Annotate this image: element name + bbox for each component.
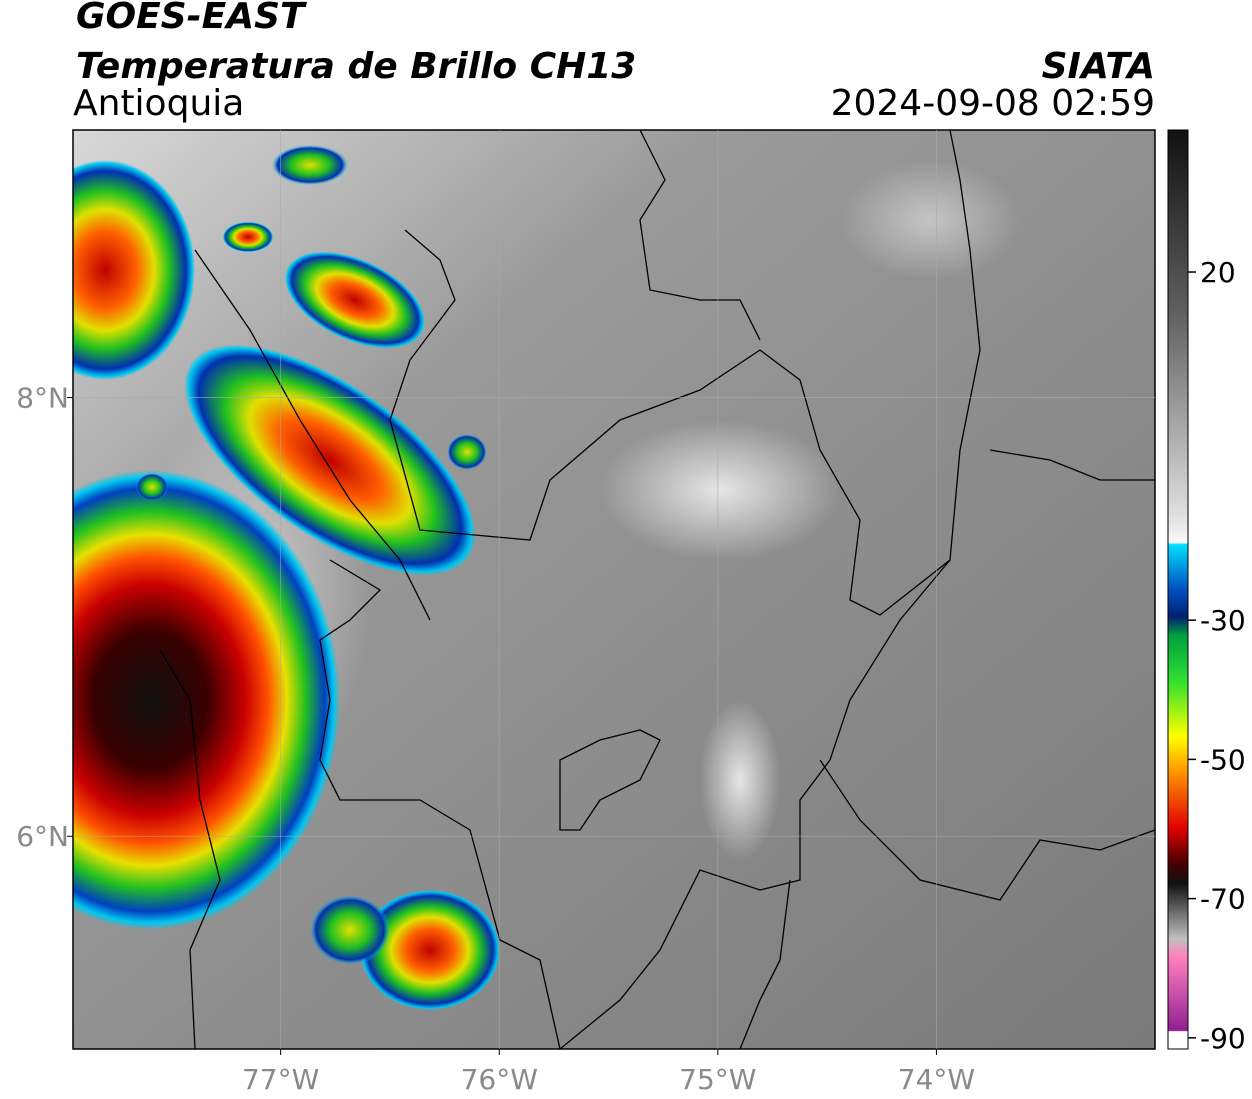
title: GOES-EAST bbox=[76, 0, 307, 37]
map-frame bbox=[72, 129, 1156, 1050]
datetime: 2024-09-08 02:59 bbox=[831, 83, 1155, 124]
lat-tick-label: 6°N bbox=[16, 820, 69, 853]
colorbar-tick-label: -50 bbox=[1200, 743, 1246, 776]
subtitle: Temperatura de Brillo CH13 bbox=[76, 46, 636, 87]
colorbar-tick-label: -70 bbox=[1200, 883, 1246, 916]
source: SIATA bbox=[1042, 46, 1155, 87]
lat-tick-label: 8°N bbox=[16, 382, 69, 415]
lon-tick-label: 77°W bbox=[242, 1063, 319, 1096]
lon-tick-label: 75°W bbox=[679, 1063, 756, 1096]
colorbar bbox=[1167, 129, 1189, 1050]
lon-tick-label: 76°W bbox=[461, 1063, 538, 1096]
colorbar-tick-label: 20 bbox=[1200, 256, 1236, 289]
colorbar-tick-label: -30 bbox=[1200, 604, 1246, 637]
colorbar-tick-label: -90 bbox=[1200, 1022, 1246, 1055]
lon-tick-label: 74°W bbox=[898, 1063, 975, 1096]
region: Antioquia bbox=[73, 83, 244, 124]
map-image bbox=[73, 130, 1155, 1049]
